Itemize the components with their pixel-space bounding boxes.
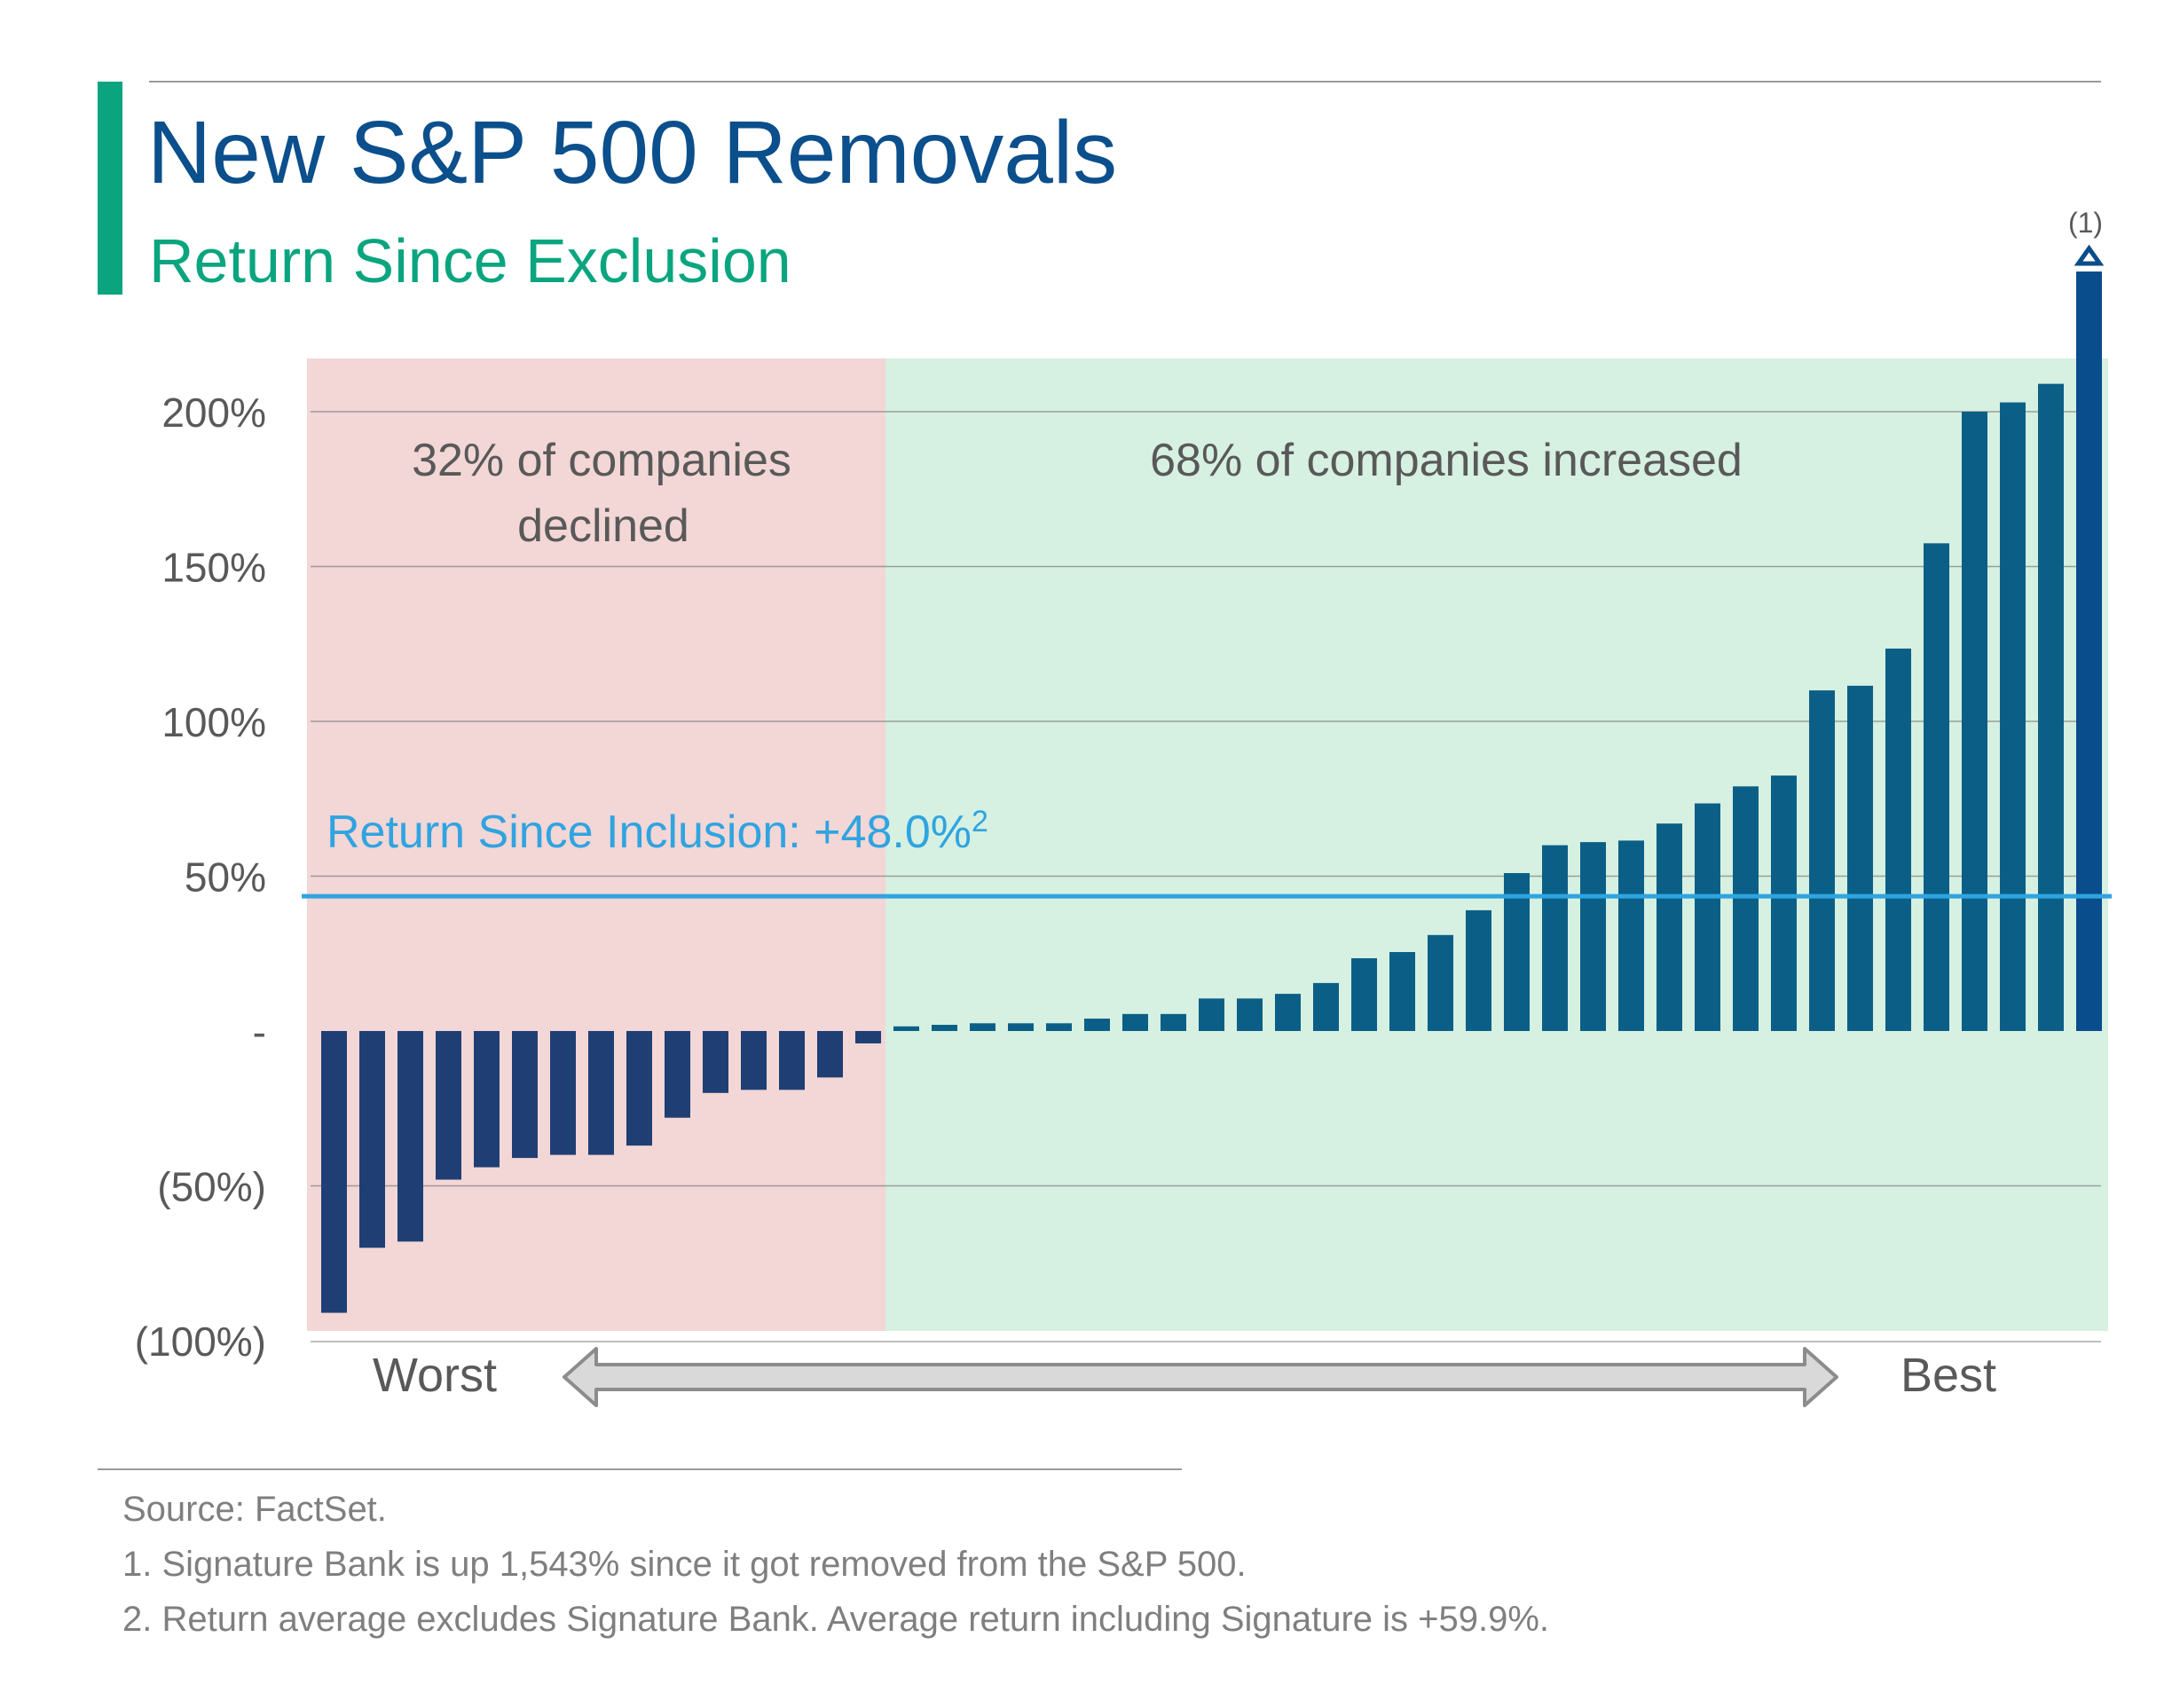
bar — [1313, 982, 1339, 1031]
y-tick-label: - — [253, 1009, 266, 1055]
bar — [1084, 1019, 1110, 1031]
y-tick-label: 50% — [185, 854, 266, 901]
bar — [1237, 998, 1263, 1031]
y-tick-label: (50%) — [157, 1164, 266, 1210]
worst-to-best-arrow — [563, 1347, 1838, 1407]
bar — [1618, 840, 1644, 1031]
decline-region-label-line2: declined — [517, 500, 689, 552]
outlier-marker: (1) — [2068, 207, 2105, 266]
bar — [1046, 1023, 1072, 1031]
bar — [2038, 383, 2064, 1032]
bar — [1008, 1023, 1034, 1031]
bar — [588, 1031, 614, 1155]
bar — [1962, 412, 1987, 1031]
bar — [1504, 873, 1530, 1031]
bar — [321, 1031, 347, 1313]
bar — [512, 1031, 538, 1159]
y-tick-label: (100%) — [135, 1318, 266, 1365]
bar — [1542, 845, 1568, 1031]
bar — [932, 1025, 957, 1031]
bar — [1885, 648, 1911, 1031]
bar — [550, 1031, 576, 1155]
bar — [703, 1031, 728, 1093]
increase-region-label: 68% of companies increased — [1150, 435, 1743, 486]
bar — [1924, 543, 1949, 1031]
bar — [2076, 272, 2102, 1031]
bar — [779, 1031, 805, 1090]
bar — [1389, 952, 1415, 1031]
bar — [817, 1031, 843, 1078]
bar — [893, 1026, 919, 1031]
bar — [855, 1031, 881, 1043]
bar — [1695, 803, 1720, 1031]
bars — [321, 272, 2102, 1313]
average-return-label-superscript: 2 — [972, 805, 988, 838]
average-return-label: Return Since Inclusion: +48.0%2 — [327, 805, 988, 858]
bar — [1161, 1013, 1186, 1031]
bar — [2000, 402, 2026, 1031]
bar — [1466, 909, 1491, 1031]
y-tick-label: 150% — [161, 545, 266, 591]
page-subtitle: Return Since Exclusion — [149, 226, 791, 295]
page-title: New S&P 500 Removals — [147, 103, 1117, 202]
bar — [1847, 685, 1873, 1031]
bar — [741, 1031, 767, 1090]
bar — [1428, 934, 1453, 1031]
bar — [359, 1031, 385, 1248]
bar — [1809, 690, 1835, 1031]
bar — [1199, 998, 1224, 1031]
bar — [665, 1031, 690, 1118]
bar — [1122, 1013, 1148, 1031]
decline-region-label-line1: 32% of companies — [412, 435, 791, 486]
y-tick-label: 200% — [161, 390, 266, 436]
worst-label: Worst — [373, 1349, 497, 1402]
bar — [436, 1031, 461, 1180]
y-tick-label: 100% — [161, 699, 266, 745]
footnote-2: 2. Return average excludes Signature Ban… — [122, 1600, 1549, 1639]
bar — [626, 1031, 652, 1146]
bar — [1657, 823, 1682, 1031]
outlier-footnote-ref: (1) — [2068, 207, 2103, 239]
bar — [1580, 842, 1606, 1031]
outlier-triangle-icon — [2074, 244, 2105, 266]
bar — [1351, 957, 1377, 1031]
source-note: Source: FactSet. — [122, 1490, 387, 1529]
bar — [397, 1031, 423, 1242]
footnote-1: 1. Signature Bank is up 1,543% since it … — [122, 1545, 1247, 1584]
gridlines — [311, 411, 2101, 1187]
best-label: Best — [1900, 1349, 1996, 1402]
bar — [1733, 786, 1759, 1031]
bar — [474, 1031, 500, 1168]
y-axis-ticks: 200% 150% 100% 50% - (50%) (100%) — [135, 390, 266, 1365]
bar — [1771, 775, 1797, 1031]
bar — [1275, 994, 1301, 1031]
average-return-label-text: Return Since Inclusion: +48.0% — [327, 807, 972, 858]
title-accent-bar — [98, 82, 122, 295]
bar — [970, 1023, 996, 1031]
